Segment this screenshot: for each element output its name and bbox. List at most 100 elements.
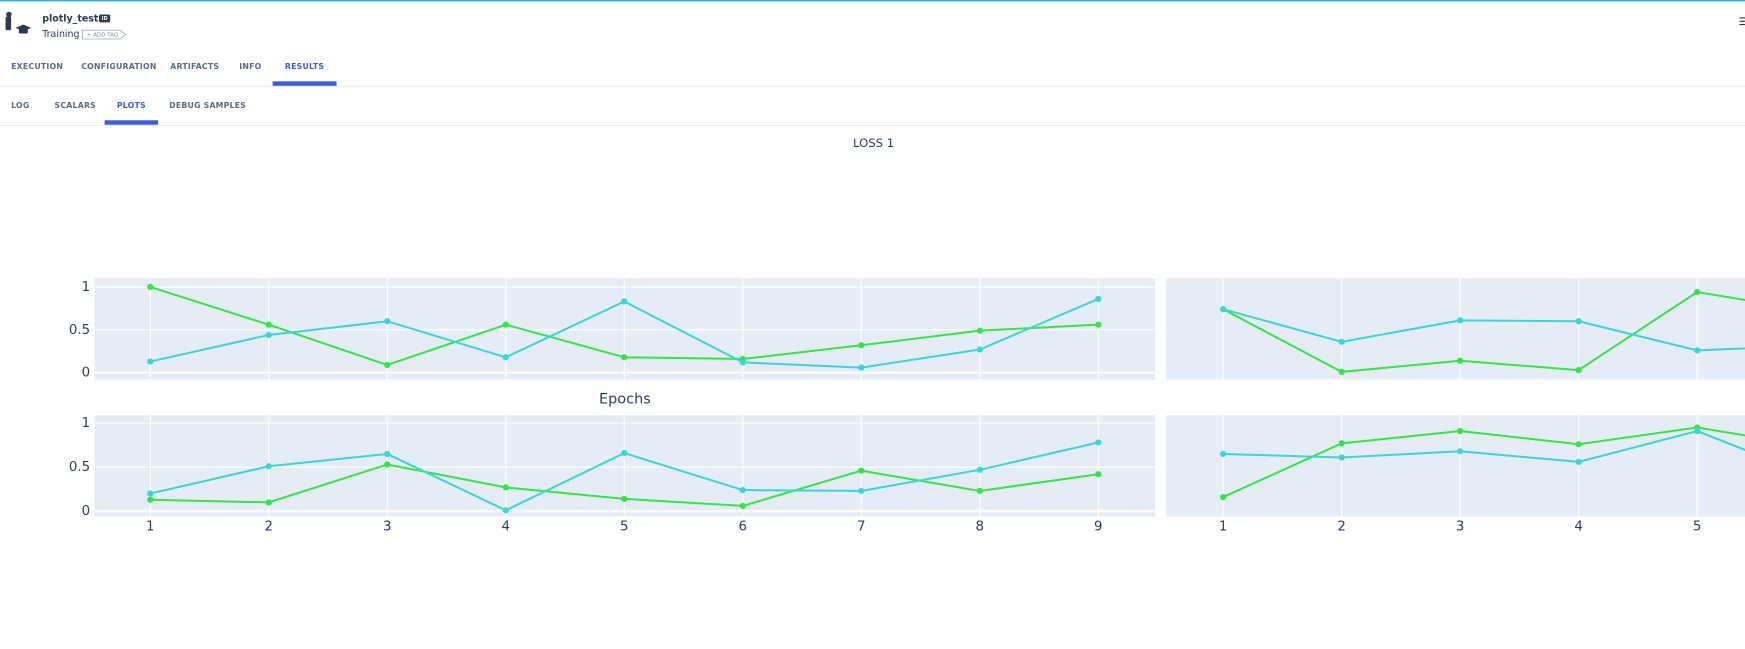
x-axis-title: Epochs (599, 392, 651, 408)
x-tick-label: 2 (265, 519, 274, 534)
data-point (1694, 427, 1701, 435)
x-tick-label: 6 (739, 519, 748, 534)
y-tick-label: 1 (82, 280, 91, 295)
id-badge-label: ID (102, 16, 108, 22)
subtab[interactable]: LOG (11, 101, 29, 110)
active-subtab-indicator (104, 120, 159, 125)
active-tab-indicator (272, 81, 337, 86)
plot-area (1166, 278, 1745, 380)
subtab[interactable]: SCALARS (55, 101, 97, 110)
data-point (1095, 321, 1102, 328)
data-point (1457, 427, 1464, 435)
logo (5, 11, 32, 34)
data-point (621, 354, 628, 361)
data-point (1338, 338, 1345, 345)
data-point (739, 486, 746, 494)
data-point (265, 463, 272, 470)
task-type: Training (41, 29, 79, 40)
data-point (384, 450, 391, 458)
data-point (265, 321, 272, 328)
data-point (502, 354, 509, 361)
y-tick-label: 0 (82, 366, 91, 381)
x-tick-label: 1 (146, 519, 154, 534)
data-point (265, 331, 272, 339)
data-point (147, 358, 154, 365)
x-tick-label: 1 (1219, 519, 1228, 534)
tab[interactable]: ARTIFACTS (170, 62, 219, 71)
menu-icon[interactable] (1739, 17, 1745, 26)
data-point (502, 507, 509, 514)
data-point (147, 490, 154, 497)
x-tick-label: 8 (976, 519, 985, 534)
x-tick-label: 2 (1337, 519, 1346, 534)
data-point (502, 484, 509, 491)
data-point (976, 346, 983, 353)
data-point (976, 327, 983, 334)
data-point (1095, 295, 1102, 303)
data-point (1338, 440, 1345, 447)
subplot: 1 2 3 4 5 6 7 8 9 0 0.5 1 (69, 415, 1156, 534)
data-point (1338, 454, 1345, 461)
data-point (858, 487, 865, 495)
data-point (384, 318, 391, 325)
data-point (1457, 448, 1464, 455)
data-point (739, 359, 746, 366)
data-point (502, 321, 509, 328)
subtab[interactable]: DEBUG SAMPLES (169, 101, 246, 110)
data-point (1095, 471, 1102, 478)
subtab[interactable]: PLOTS (117, 101, 146, 110)
series-line (1222, 426, 1745, 499)
data-point (384, 361, 391, 369)
series-line (1223, 429, 1745, 463)
x-tick-label: 7 (857, 519, 866, 534)
data-point (147, 283, 154, 291)
subplot: 1 2 3 4 5 (1166, 415, 1745, 534)
data-point (1575, 441, 1582, 448)
series-line (1222, 290, 1745, 373)
subplot: 0 0.5 1 Epochs (69, 278, 1156, 408)
data-point (384, 461, 391, 468)
data-point (1095, 439, 1102, 446)
y-tick-label: 0 (82, 504, 91, 519)
add-tag-button[interactable] (81, 29, 127, 40)
data-point (976, 466, 983, 473)
add-tag-label: + ADD TAG (87, 32, 118, 38)
x-tick-label: 5 (620, 519, 629, 534)
data-point (621, 449, 628, 457)
data-point (858, 364, 865, 371)
data-point (1220, 306, 1227, 313)
plot-area (1166, 415, 1745, 517)
data-point (621, 495, 628, 502)
x-tick-label: 4 (502, 519, 511, 534)
y-tick-label: 0.5 (69, 323, 90, 338)
tab[interactable]: EXECUTION (11, 62, 63, 71)
top-bar (0, 0, 1745, 2)
tab[interactable]: RESULTS (285, 62, 325, 71)
data-point (976, 487, 983, 495)
x-tick-label: 9 (1094, 519, 1103, 534)
y-tick-label: 1 (82, 416, 91, 431)
data-point (1338, 368, 1345, 375)
x-tick-label: 3 (383, 519, 391, 534)
x-tick-label: 4 (1574, 519, 1583, 534)
x-tick-label: 5 (1693, 519, 1702, 534)
data-point (147, 496, 154, 503)
data-point (1457, 317, 1464, 324)
tab[interactable]: INFO (239, 62, 261, 71)
tab[interactable]: CONFIGURATION (81, 62, 156, 71)
data-point (265, 499, 272, 506)
data-point (1694, 288, 1701, 296)
data-point (1575, 458, 1582, 465)
id-badge[interactable] (99, 14, 111, 23)
data-point (858, 467, 865, 474)
data-point (1575, 318, 1582, 325)
data-point (1220, 450, 1227, 458)
data-point (621, 298, 628, 305)
data-point (1457, 357, 1464, 364)
data-point (1694, 347, 1701, 354)
subplot (1166, 278, 1745, 380)
data-point (858, 342, 865, 349)
y-tick-label: 0.5 (69, 460, 90, 475)
data-point (1575, 367, 1582, 374)
